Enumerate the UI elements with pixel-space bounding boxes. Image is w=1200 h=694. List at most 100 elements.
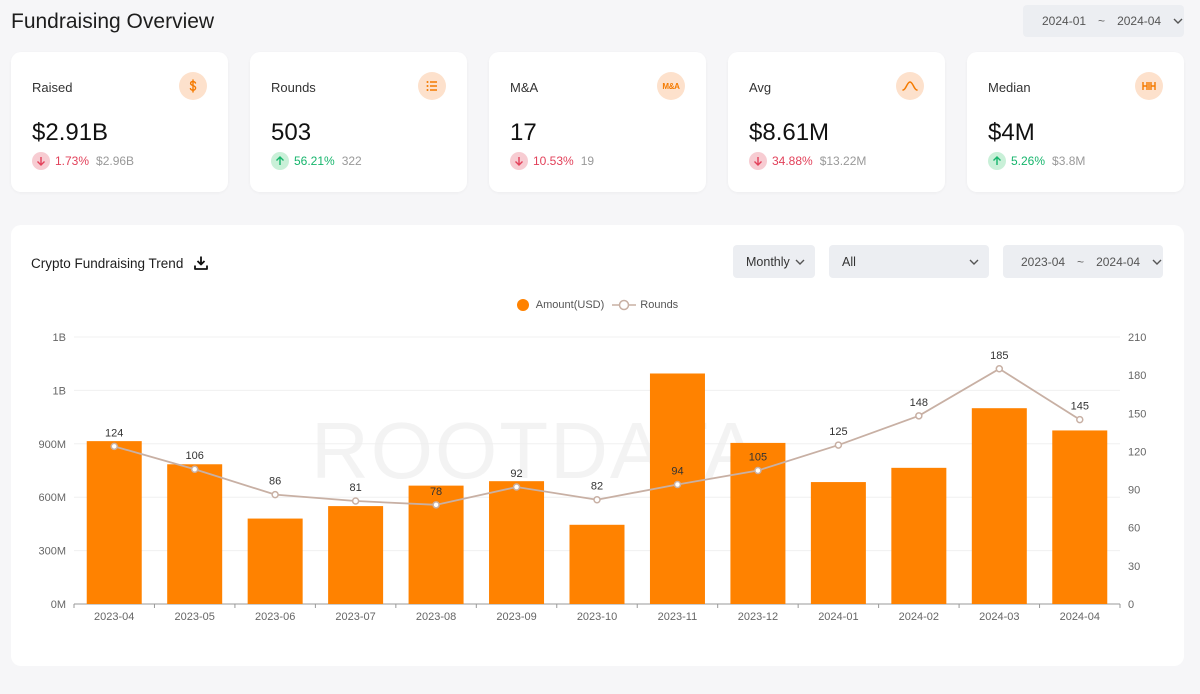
range-separator: ~ (1098, 14, 1106, 28)
data-label-rounds: 125 (829, 426, 847, 438)
list-icon (418, 72, 446, 100)
data-label-rounds: 78 (430, 486, 442, 498)
point-rounds (190, 465, 199, 473)
bar-amount (810, 482, 866, 604)
point-rounds (1076, 415, 1084, 424)
mna-icon-text: M&A (662, 81, 680, 91)
legend-item-rounds[interactable]: Rounds (612, 299, 678, 311)
x-tick-label: 2024-04 (1060, 611, 1100, 623)
card-prev: 322 (341, 154, 362, 168)
category-filter-value: All (842, 254, 856, 269)
y-left-tick-label: 1B (53, 332, 66, 344)
legend-item-amount[interactable]: Amount(USD) (516, 299, 604, 311)
data-label-rounds: 81 (349, 482, 361, 494)
card-prev: 19 (580, 154, 595, 168)
fundraising-chart: 0M 300M 600M 900M 1B 1B 0 30 60 90 120 150 180 210 202… (38, 332, 1146, 623)
legend-bar-marker (516, 299, 529, 311)
y-left-tick-label: 1B (53, 385, 66, 397)
bar-amount (328, 506, 384, 604)
date-range-picker[interactable]: 2024-01 ~ 2024-04 (1023, 5, 1184, 37)
x-tick-label: 2023-08 (416, 611, 456, 623)
range-to: 2024-04 (1096, 254, 1141, 269)
card-value: $8.61M (749, 119, 830, 146)
data-label-rounds: 106 (186, 450, 204, 462)
point-rounds (512, 483, 521, 491)
bar-amount (1052, 430, 1108, 604)
x-tick-label: 2023-07 (335, 611, 375, 623)
legend-line-marker (612, 299, 637, 311)
bar-amount (247, 518, 303, 604)
point-rounds (754, 466, 762, 475)
chevron-down-icon (1152, 259, 1162, 265)
granularity-value: Monthly (746, 254, 790, 269)
download-icon[interactable] (193, 255, 209, 271)
data-label-rounds: 185 (990, 350, 1008, 362)
data-label-rounds: 148 (910, 397, 928, 409)
card-pct: 34.88% (772, 154, 813, 168)
point-rounds (110, 442, 118, 451)
arrow-down-icon (749, 152, 767, 170)
legend-label: Rounds (640, 299, 679, 311)
bar-amount (167, 464, 223, 604)
arrow-up-icon (988, 152, 1006, 170)
card-pct: 10.53% (533, 154, 574, 168)
arrow-down-icon (510, 152, 528, 170)
y-right-tick-label: 120 (1128, 446, 1146, 458)
point-rounds (673, 480, 682, 489)
stat-card-avg: Avg $8.61M 34.88% $13.22M (728, 52, 945, 192)
y-right-tick-label: 180 (1128, 370, 1146, 382)
data-label-rounds: 94 (671, 465, 683, 477)
card-label: Avg (749, 80, 772, 95)
card-delta: 34.88% $13.22M (749, 152, 866, 170)
chevron-down-icon (795, 259, 805, 265)
data-label-rounds: 82 (591, 481, 603, 493)
stat-card-rounds: Rounds 503 56.21% 322 (250, 52, 467, 192)
x-tick-label: 2023-09 (496, 611, 536, 623)
bar-amount (891, 467, 947, 604)
category-filter-select[interactable]: All (829, 245, 989, 278)
data-label-rounds: 105 (749, 452, 767, 464)
range-separator: ~ (1077, 254, 1085, 269)
point-rounds (351, 497, 360, 505)
data-label-rounds: 92 (510, 468, 522, 480)
point-rounds (915, 412, 923, 420)
bar-amount (86, 441, 142, 604)
card-pct: 56.21% (294, 154, 335, 168)
card-delta: 10.53% 19 (510, 152, 594, 170)
card-label: M&A (510, 80, 539, 95)
arrow-up-icon (271, 152, 289, 170)
card-delta: 5.26% $3.8M (988, 152, 1085, 170)
chevron-down-icon (969, 259, 979, 265)
granularity-select[interactable]: Monthly (733, 245, 815, 278)
point-rounds (834, 441, 843, 449)
point-rounds (432, 501, 440, 509)
panel-title-text: Crypto Fundraising Trend (31, 255, 184, 271)
bar-amount (971, 408, 1027, 604)
card-value: $4M (988, 119, 1035, 146)
card-prev: $3.8M (1052, 154, 1086, 168)
x-tick-label: 2023-04 (94, 611, 134, 623)
stat-card-raised: Raised $2.91B 1.73% $2.96B (11, 52, 228, 192)
card-value: $2.91B (32, 119, 109, 146)
point-rounds (271, 490, 279, 499)
stat-card-mna: M&A M&A 17 10.53% 19 (489, 52, 706, 192)
card-label: Median (988, 80, 1031, 95)
data-label-rounds: 124 (105, 427, 123, 439)
bell-curve-icon (896, 72, 924, 100)
dollar-icon (179, 72, 207, 100)
bar-amount (569, 524, 625, 604)
y-right-tick-label: 30 (1128, 561, 1140, 573)
y-left-tick-label: 0M (51, 599, 66, 611)
arrow-down-icon (32, 152, 50, 170)
card-label: Rounds (271, 80, 316, 95)
x-tick-label: 2024-02 (899, 611, 939, 623)
point-rounds (593, 495, 601, 504)
y-right-tick-label: 90 (1128, 485, 1140, 497)
range-to: 2024-04 (1117, 14, 1162, 28)
y-right-tick-label: 0 (1128, 599, 1134, 611)
chart-date-range-picker[interactable]: 2023-04 ~ 2024-04 (1003, 245, 1163, 278)
card-prev: $13.22M (819, 154, 867, 168)
fundraising-trend-panel: Crypto Fundraising Trend Monthly All 202… (11, 225, 1184, 666)
y-left-tick-label: 900M (38, 439, 66, 451)
mna-icon: M&A (657, 72, 685, 100)
